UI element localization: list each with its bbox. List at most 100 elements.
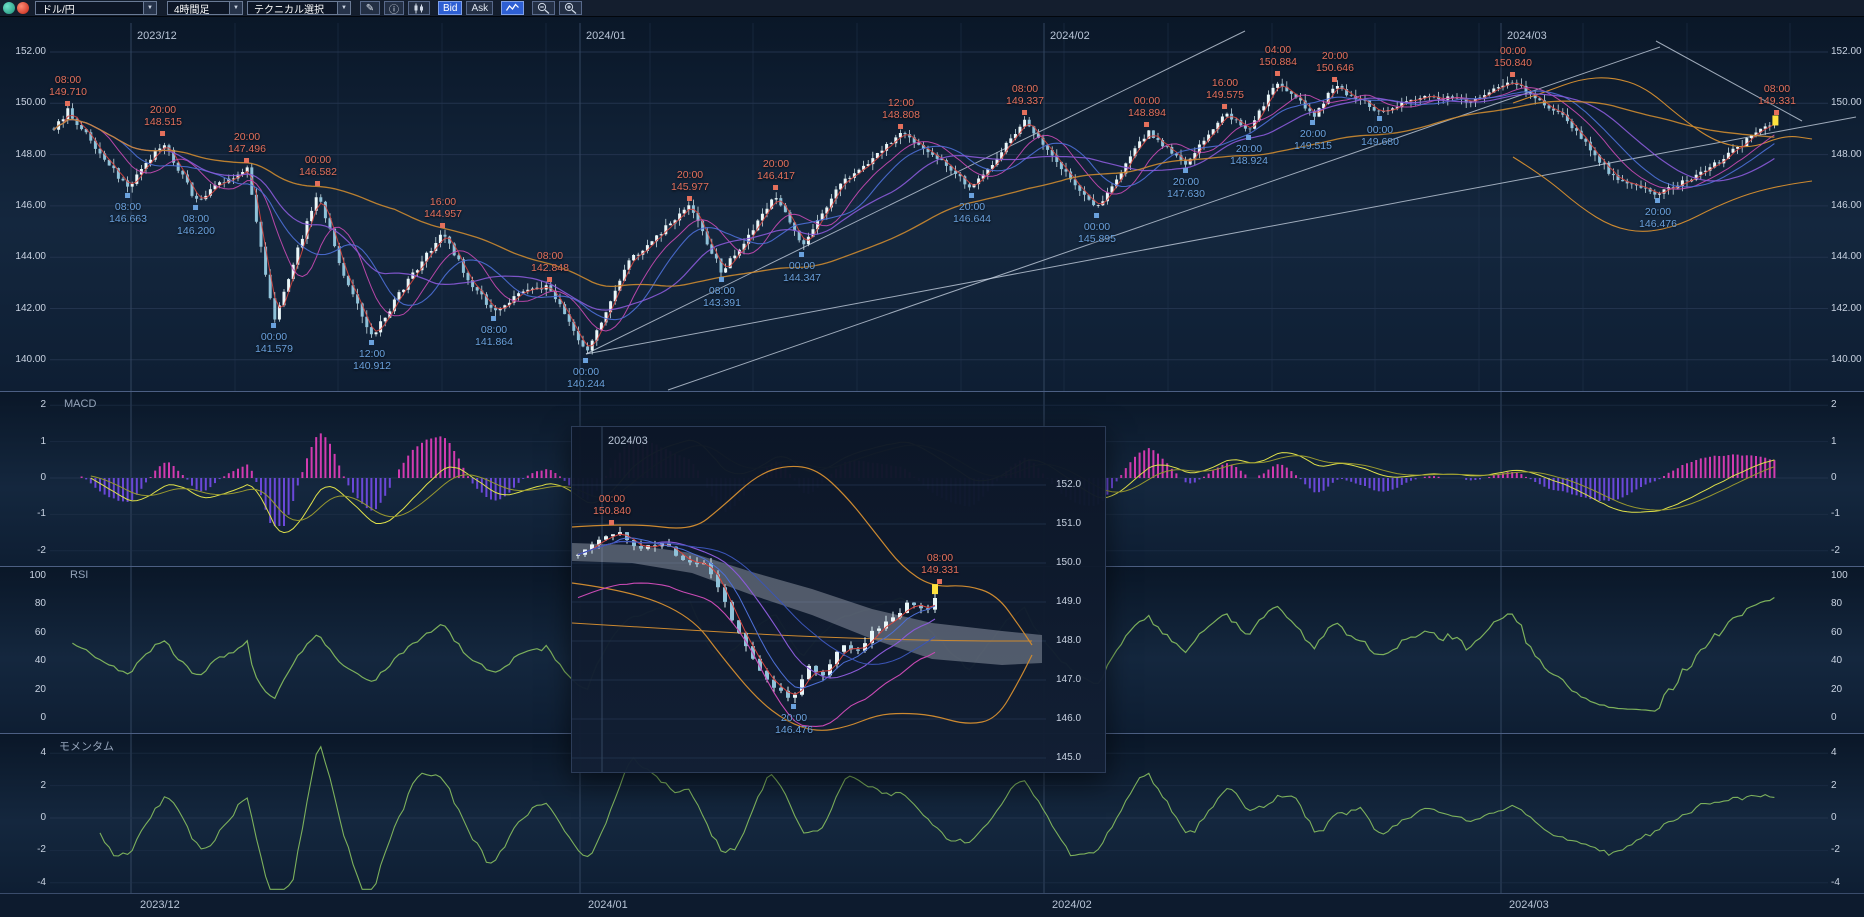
axis-tick-right: 0 xyxy=(1831,812,1837,823)
price-annotation-high: 04:00 150.884 xyxy=(1259,44,1297,76)
price-annotation-low: 00:00 141.579 xyxy=(255,323,293,355)
price-tick-right: 148.00 xyxy=(1831,148,1862,160)
price-annotation-high: 16:00 144.957 xyxy=(424,196,462,228)
price-annotation-high: 20:00 146.417 xyxy=(757,158,795,190)
inset-current-price-marker xyxy=(932,584,938,595)
axis-tick-left: 0 xyxy=(40,472,46,483)
inset-price-tick: 148.0 xyxy=(1056,635,1082,646)
price-annotation-low: 20:00 146.476 xyxy=(775,704,813,736)
price-tick-right: 152.00 xyxy=(1831,46,1862,57)
price-tick-left: 150.00 xyxy=(15,97,46,109)
axis-tick-left: 1 xyxy=(40,435,46,447)
price-annotation-low: 20:00 146.476 xyxy=(1639,198,1677,230)
axis-tick-left: 2 xyxy=(40,779,46,791)
chart-type-button[interactable] xyxy=(408,1,430,15)
chevron-down-icon: ▼ xyxy=(229,2,242,14)
price-annotation-low: 00:00 145.895 xyxy=(1078,213,1116,245)
price-annotation-low: 08:00 143.391 xyxy=(703,277,741,309)
price-annotation-low: 20:00 147.630 xyxy=(1167,168,1205,200)
axis-tick-left: 20 xyxy=(34,683,46,695)
axis-tick-left: 4 xyxy=(40,747,46,759)
timeframe-select[interactable]: 4時間足 ▼ xyxy=(167,1,243,16)
price-annotation-low: 20:00 148.924 xyxy=(1230,135,1268,167)
chevron-down-icon: ▼ xyxy=(143,2,156,14)
price-tick-right: 150.00 xyxy=(1831,97,1862,109)
month-label: 2024/02 xyxy=(1052,899,1092,911)
price-annotation-low: 20:00 146.644 xyxy=(953,193,991,225)
zoom-in-button[interactable] xyxy=(559,1,583,15)
inset-price-tick: 146.0 xyxy=(1056,713,1082,724)
price-annotation-high: 20:00 148.515 xyxy=(144,104,182,136)
current-price-marker xyxy=(1772,115,1779,126)
main-chart-panel[interactable]: 152.00 152.00 150.00 150.00 148.00 148.00 146.… xyxy=(0,17,1864,392)
info-button[interactable]: ⓘ xyxy=(384,1,404,16)
axis-tick-right: -4 xyxy=(1831,876,1840,888)
chevron-down-icon: ▼ xyxy=(337,2,350,14)
technical-select[interactable]: テクニカル選択 ▼ xyxy=(247,1,351,16)
axis-tick-right: -2 xyxy=(1831,544,1840,556)
timeframe-value: 4時間足 xyxy=(174,4,210,16)
axis-tick-left: -1 xyxy=(37,508,46,520)
inset-price-tick: 147.0 xyxy=(1056,674,1082,685)
axis-tick-right: 2 xyxy=(1831,779,1837,791)
line-chart-toggle-button[interactable] xyxy=(501,1,525,15)
price-annotation-high: 00:00 146.582 xyxy=(299,154,337,186)
momentum-panel[interactable]: 4 4 2 2 0 0 -2 -2 -4 -4 モメンタム xyxy=(0,734,1864,894)
detail-popup[interactable]: 2024/03 152.0 151.0 150.0 149.0 148.0 147.0 14… xyxy=(571,426,1106,773)
price-annotation-high: 00:00 150.840 xyxy=(593,493,631,525)
inset-month-label: 2024/03 xyxy=(608,435,648,447)
axis-tick-right: 0 xyxy=(1831,472,1837,483)
inset-price-tick: 150.0 xyxy=(1056,557,1082,568)
axis-tick-right: 40 xyxy=(1831,655,1843,667)
price-tick-left: 152.00 xyxy=(15,46,46,57)
month-label: 2024/03 xyxy=(1509,899,1549,911)
price-tick-left: 142.00 xyxy=(15,302,46,314)
axis-tick-left: 0 xyxy=(40,812,46,823)
bid-toggle-button[interactable]: Bid xyxy=(438,1,463,15)
price-tick-right: 146.00 xyxy=(1831,199,1862,211)
inset-canvas xyxy=(572,427,1046,772)
draw-tool-button[interactable]: ✎ xyxy=(360,1,380,15)
technical-value: テクニカル選択 xyxy=(254,4,324,16)
price-annotation-high: 20:00 147.496 xyxy=(228,131,266,163)
axis-tick-right: 60 xyxy=(1831,626,1843,638)
axis-tick-right: 1 xyxy=(1831,435,1837,447)
price-tick-right: 144.00 xyxy=(1831,251,1862,263)
ask-toggle-button[interactable]: Ask xyxy=(466,1,494,15)
price-tick-left: 144.00 xyxy=(15,251,46,263)
price-annotation-high: 08:00 149.331 xyxy=(1758,83,1796,115)
axis-tick-left: 40 xyxy=(34,655,46,667)
app-logo-icon xyxy=(3,2,29,14)
axis-tick-left: -2 xyxy=(37,844,46,856)
price-annotation-high: 20:00 150.646 xyxy=(1316,50,1354,82)
price-annotation-high: 12:00 148.808 xyxy=(882,97,920,129)
ask-label: Ask xyxy=(471,2,489,14)
info-icon: ⓘ xyxy=(389,4,399,16)
axis-tick-left: 80 xyxy=(34,598,46,610)
price-annotation-low: 00:00 149.680 xyxy=(1361,116,1399,148)
price-annotation-high: 08:00 149.331 xyxy=(921,552,959,584)
currency-pair-value: ドル/円 xyxy=(42,4,75,16)
panel-label-momentum: モメンタム xyxy=(59,741,114,753)
axis-tick-left: 100 xyxy=(29,569,46,581)
price-annotation-low: 00:00 144.347 xyxy=(783,252,821,284)
axis-tick-right: 20 xyxy=(1831,683,1843,695)
axis-tick-right: -2 xyxy=(1831,844,1840,856)
axis-tick-left: -2 xyxy=(37,544,46,556)
zoom-out-button[interactable] xyxy=(532,1,556,15)
inset-price-tick: 152.0 xyxy=(1056,479,1082,490)
price-tick-right: 142.00 xyxy=(1831,302,1862,314)
price-annotation-high: 16:00 149.575 xyxy=(1206,77,1244,109)
axis-tick-right: 0 xyxy=(1831,712,1837,724)
axis-tick-right: 2 xyxy=(1831,399,1837,411)
zoom-in-icon xyxy=(565,2,577,14)
currency-pair-select[interactable]: ドル/円 ▼ xyxy=(35,1,157,16)
price-tick-left: 140.00 xyxy=(15,353,46,365)
price-annotation-low: 08:00 146.663 xyxy=(109,193,147,225)
price-annotation-low: 20:00 149.515 xyxy=(1294,120,1332,152)
candlestick-chart-icon xyxy=(414,3,423,13)
price-annotation-low: 00:00 140.244 xyxy=(567,358,605,390)
axis-tick-left: 2 xyxy=(40,399,46,411)
price-annotation-high: 08:00 142.848 xyxy=(531,250,569,282)
bid-label: Bid xyxy=(443,2,458,14)
